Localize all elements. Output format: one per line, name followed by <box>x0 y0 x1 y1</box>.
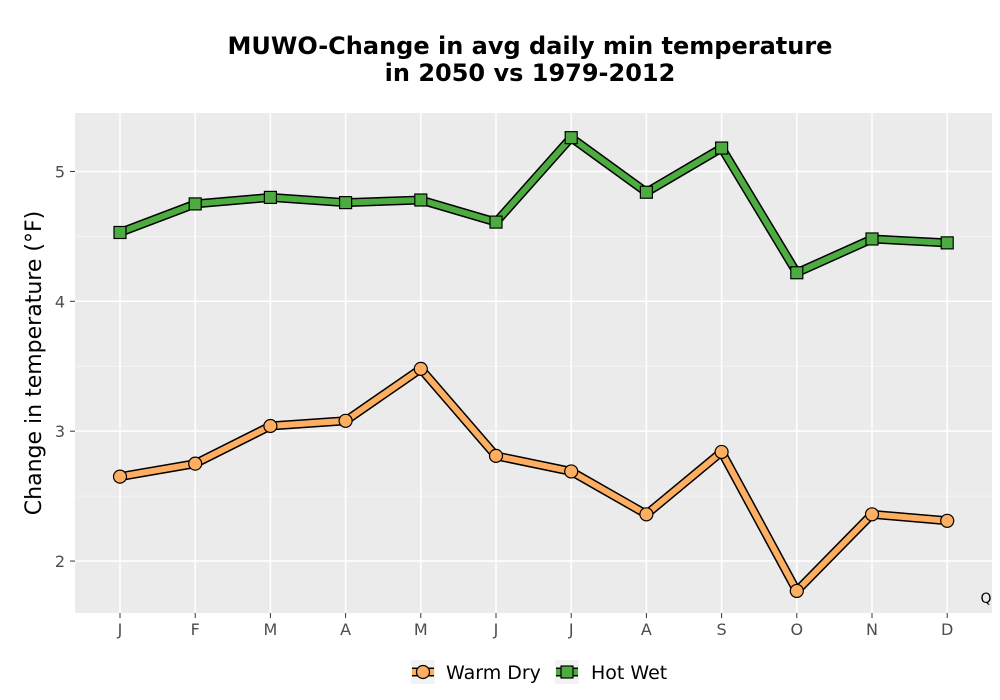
data-point <box>940 236 954 250</box>
legend-key-marker <box>415 664 431 680</box>
data-point <box>489 215 503 229</box>
x-tick-label: D <box>941 620 953 639</box>
data-point <box>338 413 353 428</box>
data-point <box>639 507 654 522</box>
data-point <box>488 448 504 463</box>
data-point <box>790 266 804 280</box>
series-line <box>118 133 948 277</box>
y-tick-label: 2 <box>55 552 65 571</box>
x-tick-label: J <box>568 620 574 639</box>
y-axis-label: Change in temperature (°F) <box>22 211 47 515</box>
data-point <box>639 185 654 199</box>
corner-label: Q <box>980 591 991 607</box>
x-tick-label: M <box>263 620 277 639</box>
data-point <box>414 193 428 207</box>
legend-item-warm-dry: Warm Dry <box>411 660 541 684</box>
x-tick-label: A <box>641 620 652 639</box>
plot-panel <box>75 113 992 613</box>
x-tick-label: M <box>414 620 428 639</box>
data-point <box>865 232 879 246</box>
legend-label: Warm Dry <box>446 662 541 684</box>
series-warm-dry <box>112 361 955 599</box>
gridlines <box>75 113 992 613</box>
y-tick-label: 4 <box>55 292 65 311</box>
data-point <box>339 196 353 210</box>
data-point <box>564 464 579 479</box>
data-point <box>714 444 729 460</box>
data-point <box>263 418 278 434</box>
data-point <box>714 141 729 155</box>
chart-title-line-2: in 2050 vs 1979-2012 <box>385 59 676 87</box>
legend: Warm Dry Hot Wet <box>411 660 667 684</box>
series-group <box>112 131 955 599</box>
data-point <box>789 583 804 599</box>
legend-key-marker <box>560 665 574 679</box>
legend-item-hot-wet: Hot Wet <box>555 660 667 684</box>
x-tick-label: N <box>866 620 878 639</box>
x-tick-label: F <box>191 620 200 639</box>
series-hot-wet <box>113 131 954 280</box>
x-tick-label: O <box>791 620 804 639</box>
data-point <box>864 507 880 522</box>
y-tick-label: 5 <box>55 162 65 181</box>
axes: 2 3 4 5 J F M A M J J A S O N D <box>55 162 954 639</box>
data-point <box>263 190 277 205</box>
data-point <box>188 456 203 471</box>
data-point <box>940 513 955 528</box>
data-point <box>564 131 578 145</box>
x-tick-label: A <box>340 620 351 639</box>
chart-title-line-1: MUWO-Change in avg daily min temperature <box>228 32 833 60</box>
x-tick-label: S <box>717 620 727 639</box>
x-tick-label: J <box>493 620 499 639</box>
x-tick-label: J <box>117 620 123 639</box>
legend-label: Hot Wet <box>591 662 667 684</box>
data-point <box>112 469 128 484</box>
data-point <box>188 197 202 211</box>
data-point <box>413 361 428 376</box>
data-point <box>113 225 127 240</box>
y-tick-label: 3 <box>55 422 65 441</box>
series-line <box>119 364 948 596</box>
